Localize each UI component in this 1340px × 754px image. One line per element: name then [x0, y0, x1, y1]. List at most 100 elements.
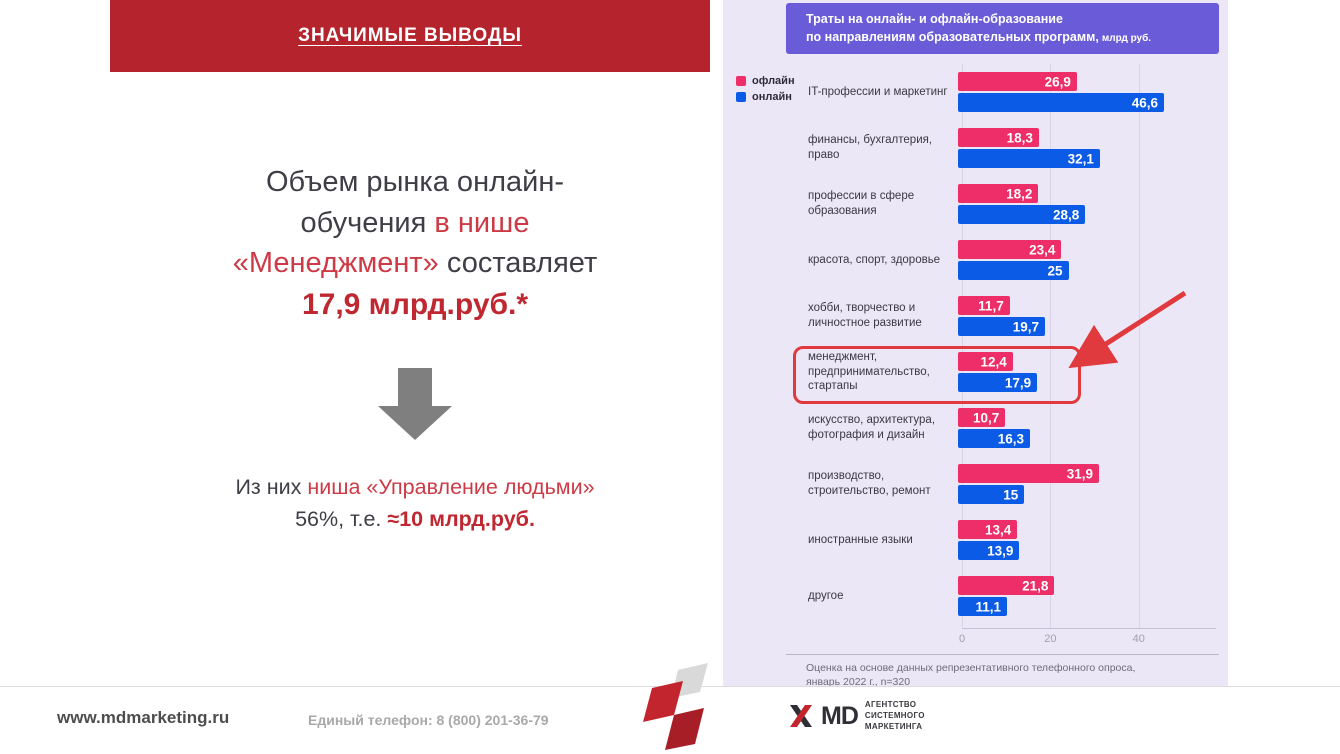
chart-row: финансы, бухгалтерия, право 18,3 32,1 [808, 120, 1218, 176]
legend-label: офлайн [752, 75, 795, 87]
chart-legend: офлайн онлайн [736, 73, 795, 105]
bar-value-label: 11,1 [975, 599, 1002, 614]
legend-swatch [736, 76, 746, 86]
category-label: финансы, бухгалтерия, право [808, 134, 933, 161]
bar-value-label: 23,4 [1029, 242, 1056, 257]
down-arrow-shaft [398, 368, 432, 406]
bar-value-label: 12,4 [980, 354, 1007, 369]
legend-label: онлайн [752, 91, 792, 103]
text-segment: обучения [300, 206, 435, 239]
chart-title: Траты на онлайн- и офлайн-образование по… [786, 3, 1219, 54]
chart-row: красота, спорт, здоровье 23,4 25 [808, 232, 1218, 288]
chart-row: менеджмент, предпринимательство, стартап… [793, 344, 1218, 404]
decorative-logo [643, 663, 708, 750]
bar-value-label: 15 [1003, 487, 1019, 502]
slide-title: ЗНАЧИМЫЕ ВЫВОДЫ [298, 25, 522, 46]
bar-value-label: 19,7 [1012, 319, 1040, 334]
category-label: менеджмент, предпринимательство, стартап… [808, 350, 930, 393]
bar-онлайн: 19,7 [958, 317, 1046, 336]
chart-panel: Траты на онлайн- и офлайн-образование по… [723, 0, 1228, 689]
bar-офлайн: 11,7 [958, 296, 1010, 315]
bar-value-label: 28,8 [1053, 207, 1080, 222]
footnote-line2: январь 2022 г., n=320 [806, 676, 911, 689]
website-link[interactable]: www.mdmarketing.ru [57, 708, 230, 727]
bar-value-label: 21,8 [1022, 578, 1049, 593]
bar-value-label: 11,7 [978, 298, 1004, 313]
chart-row: IT-профессии и маркетинг 26,9 46,6 [808, 64, 1218, 120]
bar-офлайн: 23,4 [958, 240, 1062, 259]
bar-group: 12,4 17,9 [958, 352, 1218, 392]
down-arrow-head [378, 406, 452, 440]
bar-офлайн: 31,9 [958, 464, 1099, 483]
bar-офлайн: 10,7 [958, 408, 1006, 427]
bar-group: 11,7 19,7 [958, 296, 1218, 336]
bar-group: 18,2 28,8 [958, 184, 1218, 224]
bar-офлайн: 13,4 [958, 520, 1018, 539]
bar-value-label: 18,2 [1006, 186, 1033, 201]
bar-онлайн: 32,1 [958, 149, 1100, 168]
bar-value-label: 13,9 [987, 543, 1014, 558]
legend-item-онлайн: онлайн [736, 89, 795, 105]
x-tick-label: 20 [1044, 633, 1057, 645]
category-label: хобби, творчество и личностное развитие [808, 302, 922, 329]
bar-value-label: 46,6 [1131, 95, 1158, 110]
bar-офлайн: 12,4 [958, 352, 1013, 371]
md-logo-icon [790, 705, 812, 728]
bar-group: 10,7 16,3 [958, 408, 1218, 448]
bar-group: 13,4 13,9 [958, 520, 1218, 560]
text-segment: «Менеджмент» [232, 247, 439, 280]
chart-row: иностранные языки 13,4 13,9 [808, 512, 1218, 568]
chart-row: производство, строительство, ремонт 31,9 1… [808, 456, 1218, 512]
bar-value-label: 25 [1047, 263, 1063, 278]
bar-офлайн: 18,2 [958, 184, 1039, 203]
text-segment: ниша «Управление людьми» [307, 475, 595, 499]
category-label: профессии в сфере образования [808, 190, 915, 217]
bar-value-label: 26,9 [1044, 74, 1071, 89]
bar-value-label: 16,3 [997, 431, 1025, 446]
agency-line: СИСТЕМНОГО [864, 710, 925, 720]
bar-онлайн: 28,8 [958, 205, 1086, 224]
bar-group: 23,4 25 [958, 240, 1218, 280]
text-segment: составляет [438, 247, 598, 280]
bar-онлайн: 11,1 [958, 597, 1008, 616]
bar-офлайн: 21,8 [958, 576, 1055, 595]
category-label: красота, спорт, здоровье [808, 253, 941, 266]
bar-онлайн: 25 [958, 261, 1069, 280]
down-arrow-icon [378, 368, 452, 440]
bar-group: 18,3 32,1 [958, 128, 1218, 168]
phone-label: Единый телефон: 8 (800) 201-36-79 [308, 712, 549, 728]
chart-row: профессии в сфере образования 18,2 28,8 [808, 176, 1218, 232]
bar-офлайн: 26,9 [958, 72, 1077, 91]
category-label: производство, строительство, ремонт [808, 470, 931, 497]
agency-line: МАРКЕТИНГА [864, 721, 923, 731]
bar-value-label: 17,9 [1004, 375, 1032, 390]
x-axis-line [962, 628, 1216, 629]
chart-footnote: Оценка на основе данных репрезентативног… [786, 654, 1219, 689]
bar-value-label: 13,4 [984, 522, 1012, 537]
chart-row: хобби, творчество и личностное развитие 1… [808, 288, 1218, 344]
agency-line: АГЕНТСТВО [864, 700, 917, 709]
category-label: иностранные языки [808, 533, 913, 546]
highlight-arrow-icon [1068, 290, 1187, 369]
bar-group: 26,9 46,6 [958, 72, 1218, 112]
legend-swatch [736, 92, 746, 102]
footnote-line1: Оценка на основе данных репрезентативног… [806, 662, 1136, 674]
bar-онлайн: 16,3 [958, 429, 1031, 448]
text-segment: 56%, т.е. [295, 507, 388, 532]
chart-title-line2: по направлениям образовательных программ… [806, 30, 1099, 45]
slide-title-banner: ЗНАЧИМЫЕ ВЫВОДЫ [110, 0, 710, 72]
bar-group: 31,9 15 [958, 464, 1218, 504]
bar-онлайн: 13,9 [958, 541, 1020, 560]
subconclusion-text: Из них ниша «Управление людьми» 56%, т.е.… [110, 471, 720, 536]
chart-unit-label: млрд руб. [1101, 33, 1152, 45]
bar-офлайн: 18,3 [958, 128, 1039, 147]
bar-онлайн: 17,9 [958, 373, 1038, 392]
chart-row: другое 21,8 11,1 [808, 568, 1218, 624]
bar-value-label: 10,7 [973, 410, 1000, 425]
category-label: другое [808, 589, 844, 602]
bar-онлайн: 15 [958, 485, 1025, 504]
text-segment: Объем рынка онлайн- [265, 166, 564, 198]
chart-rows: IT-профессии и маркетинг 26,9 46,6 финансы,… [793, 64, 1218, 624]
chart-title-line1: Траты на онлайн- и офлайн-образование [806, 12, 1063, 26]
bar-онлайн: 46,6 [958, 93, 1164, 112]
